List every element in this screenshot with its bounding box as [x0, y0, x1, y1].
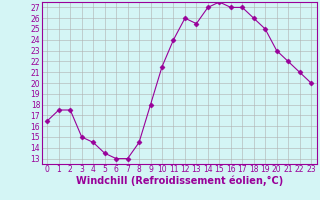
X-axis label: Windchill (Refroidissement éolien,°C): Windchill (Refroidissement éolien,°C) — [76, 176, 283, 186]
